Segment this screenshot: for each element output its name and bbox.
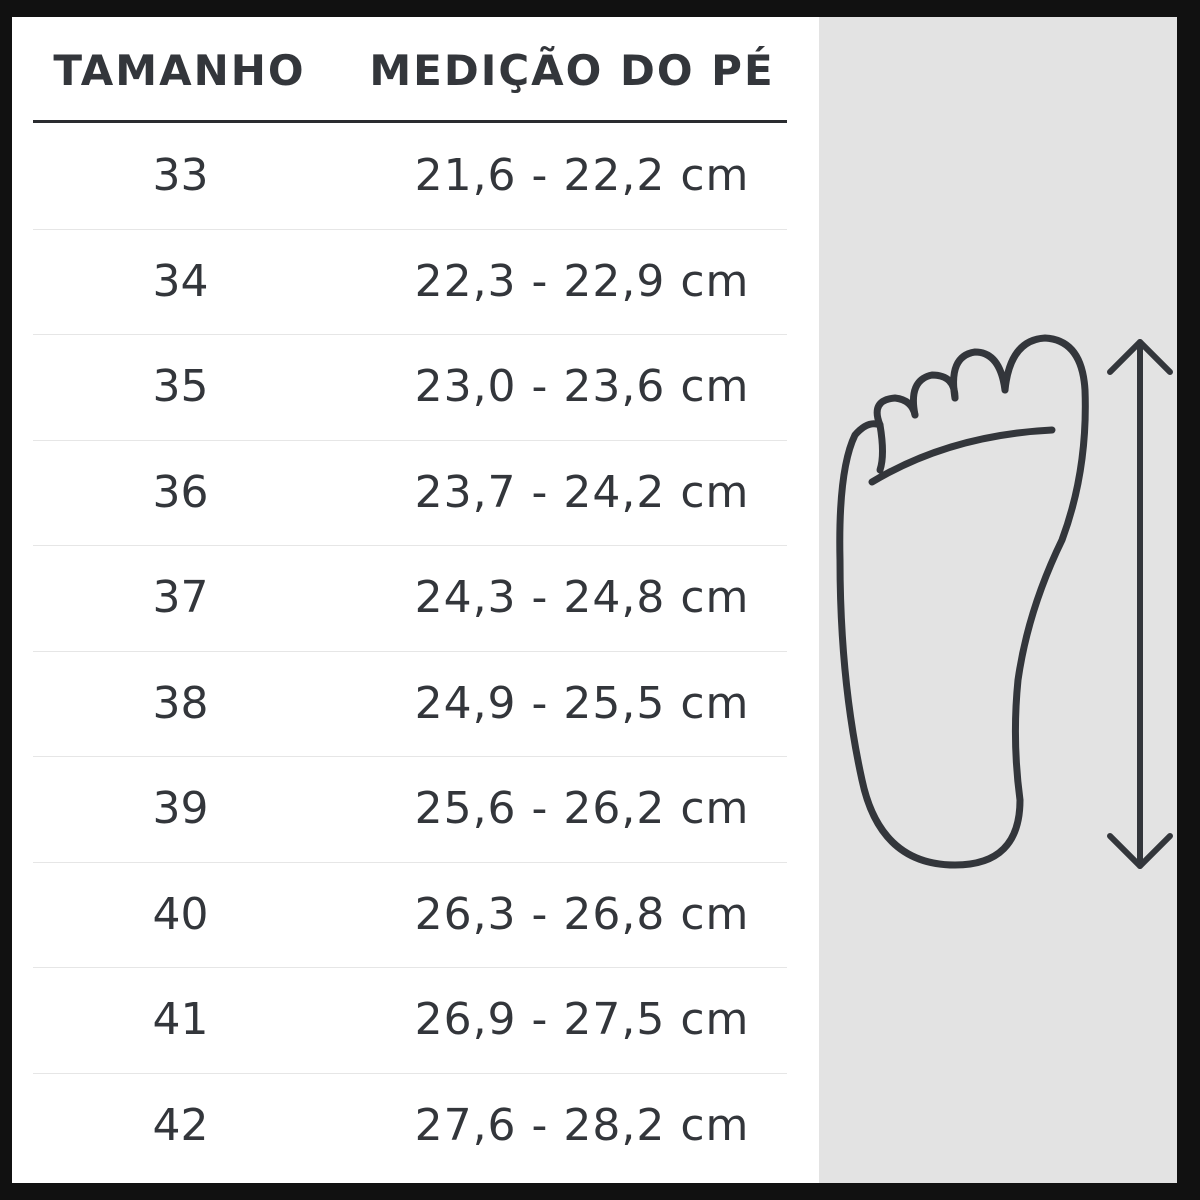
table-row: 33 21,6 - 22,2 cm (33, 123, 787, 230)
measurement-cell: 23,0 - 23,6 cm (414, 361, 750, 412)
measurement-cell: 26,3 - 26,8 cm (414, 888, 750, 940)
measurement-cell: 21,6 - 22,2 cm (414, 150, 750, 201)
measurement-cell: 24,9 - 25,5 cm (414, 677, 750, 729)
header-divider (33, 120, 787, 123)
table-row: 42 27,6 - 28,2 cm (33, 1073, 787, 1179)
size-cell: 40 (152, 888, 209, 940)
foot-illustration (836, 334, 1173, 869)
size-cell: 33 (152, 150, 209, 201)
size-cell: 37 (152, 572, 209, 623)
foot-outline-icon (836, 334, 1089, 869)
table-row: 40 26,3 - 26,8 cm (33, 862, 787, 968)
size-cell: 35 (152, 361, 209, 412)
size-cell: 42 (152, 1099, 209, 1151)
header-size: TAMANHO (53, 46, 306, 95)
table-row: 37 24,3 - 24,8 cm (33, 545, 787, 652)
size-cell: 39 (152, 783, 209, 834)
table-row: 36 23,7 - 24,2 cm (33, 440, 787, 546)
table-row: 34 22,3 - 22,9 cm (33, 229, 787, 335)
table-row: 38 24,9 - 25,5 cm (33, 651, 787, 757)
measurement-cell: 27,6 - 28,2 cm (414, 1099, 750, 1151)
header-measurement: MEDIÇÃO DO PÉ (369, 46, 775, 95)
measurement-cell: 25,6 - 26,2 cm (414, 783, 750, 834)
size-cell: 38 (152, 677, 209, 729)
table-row: 35 23,0 - 23,6 cm (33, 334, 787, 441)
size-cell: 41 (152, 994, 209, 1045)
measurement-cell: 22,3 - 22,9 cm (414, 255, 750, 307)
size-cell: 34 (152, 255, 209, 307)
table-row: 39 25,6 - 26,2 cm (33, 756, 787, 863)
table-row: 41 26,9 - 27,5 cm (33, 967, 787, 1074)
size-chart: TAMANHO MEDIÇÃO DO PÉ 33 21,6 - 22,2 cm 34… (12, 17, 1177, 1183)
size-cell: 36 (152, 466, 209, 518)
measurement-cell: 26,9 - 27,5 cm (414, 994, 750, 1045)
double-arrow-vertical-icon (1107, 339, 1173, 869)
measurement-cell: 24,3 - 24,8 cm (414, 572, 750, 623)
illustration-panel (819, 17, 1177, 1183)
measurement-cell: 23,7 - 24,2 cm (414, 466, 750, 518)
